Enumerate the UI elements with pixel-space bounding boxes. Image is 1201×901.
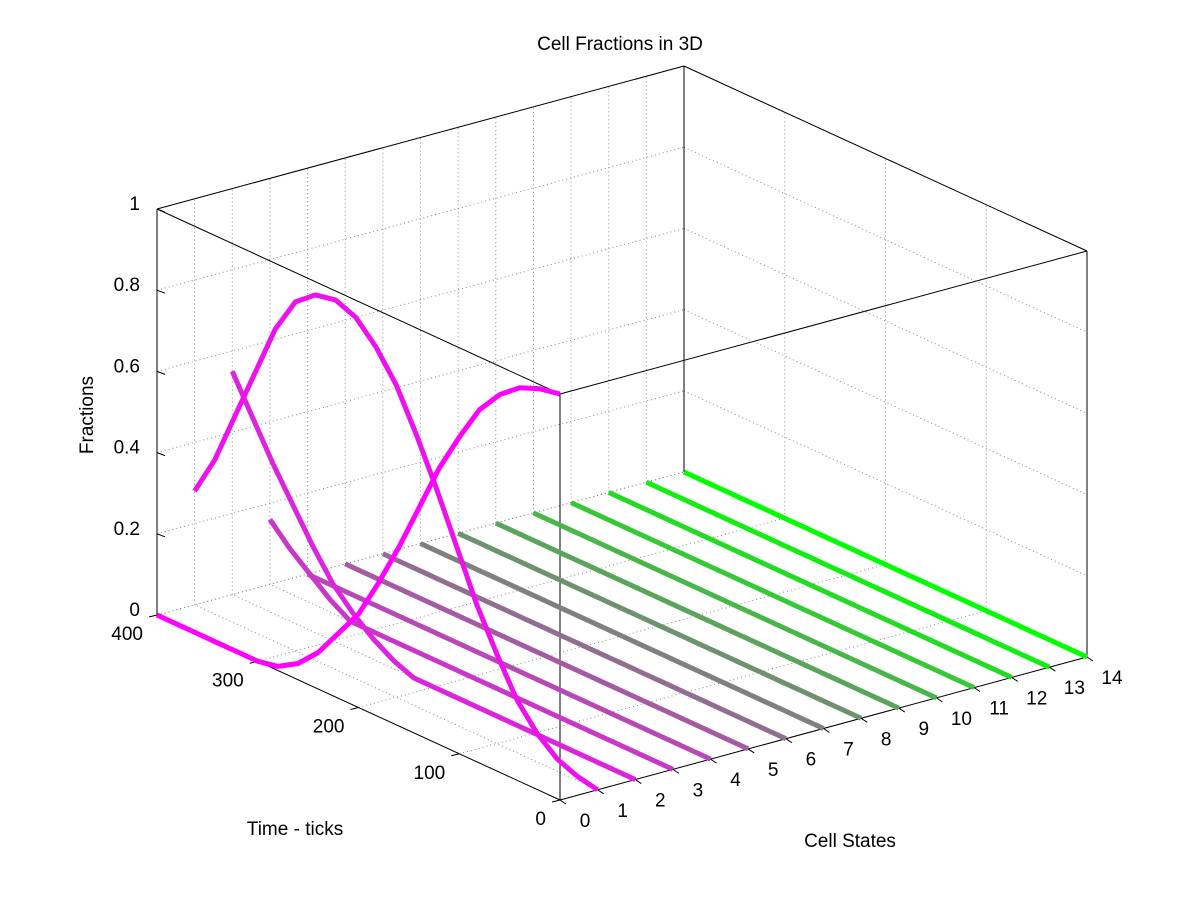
x-tick [597,789,604,795]
z-tick [156,208,166,213]
x-tick-label: 2 [655,791,666,812]
series-line [682,469,1089,660]
x-axis-title: Cell States [804,831,896,852]
y-tick-label: 200 [313,717,345,738]
chart-title: Cell Fractions in 3D [537,34,703,55]
x-tick-label: 4 [730,770,741,791]
series-line [306,571,712,762]
z-tick-label: 1 [129,194,140,215]
z-axis-title: Fractions [77,376,98,454]
z-tick [156,533,166,538]
x-tick [973,687,981,693]
series-line [607,490,1013,680]
box-edge [559,250,1088,395]
series-line [381,551,787,741]
series-line [570,500,976,690]
z-tick-label: 0.6 [114,356,140,377]
series-line [230,370,637,782]
y-tick-label: 400 [111,624,143,645]
x-tick-label: 5 [768,760,779,781]
series-line [155,385,561,669]
series-line [344,561,750,752]
x-tick-label: 3 [693,780,704,801]
x-tick [1086,656,1094,662]
x-tick [1049,666,1056,672]
x-tick [823,728,830,733]
y-tick-label: 300 [212,670,244,691]
x-tick [710,758,717,764]
x-tick [672,768,680,774]
x-tick-label: 14 [1101,668,1123,689]
box-edge [683,65,1088,252]
x-tick-label: 12 [1026,688,1047,709]
x-tick [559,799,567,805]
y-tick [148,614,158,618]
x-tick [936,697,943,703]
x-tick [785,738,793,744]
y-tick [451,753,460,757]
x-tick-label: 1 [617,801,628,822]
x-tick-label: 0 [580,811,591,832]
z-tick-label: 0.4 [114,438,141,459]
x-tick-label: 6 [806,750,817,771]
y-tick [551,799,561,803]
x-tick-label: 13 [1064,678,1085,699]
x-tick [635,779,642,784]
y-tick-label: 0 [535,809,546,830]
z-tick-label: 0 [129,600,140,621]
z-tick [156,452,166,457]
series-line [457,531,863,721]
x-tick-label: 11 [989,699,1009,720]
series-line [267,517,674,772]
x-tick [860,717,868,723]
axes-box [148,65,1094,805]
z-tick-label: 0.8 [114,275,140,296]
series-lines [155,292,1089,792]
x-tick [898,707,906,713]
tick-labels: 0 1 2 3 4 5 6 7 8 9 10 11 12 13 14010020030040000.20.4… [111,194,1123,832]
series-line [192,292,599,792]
x-tick-label: 7 [843,740,854,761]
x-tick-label: 10 [951,709,972,730]
z-tick-label: 0.2 [114,519,140,540]
x-tick [1011,677,1018,682]
y-tick [350,707,359,710]
y-tick-label: 100 [414,763,446,784]
series-line [532,510,938,701]
z-tick [156,289,166,294]
x-tick [747,748,755,754]
z-tick [156,370,166,375]
x-tick-label: 8 [881,729,892,750]
box-edge [156,65,685,210]
series-line [494,520,900,711]
x-tick-label: 9 [918,719,929,740]
series-line [419,541,825,731]
box-edge [156,208,561,395]
y-axis-title: Time - ticks [247,819,343,840]
series-line [645,479,1051,670]
